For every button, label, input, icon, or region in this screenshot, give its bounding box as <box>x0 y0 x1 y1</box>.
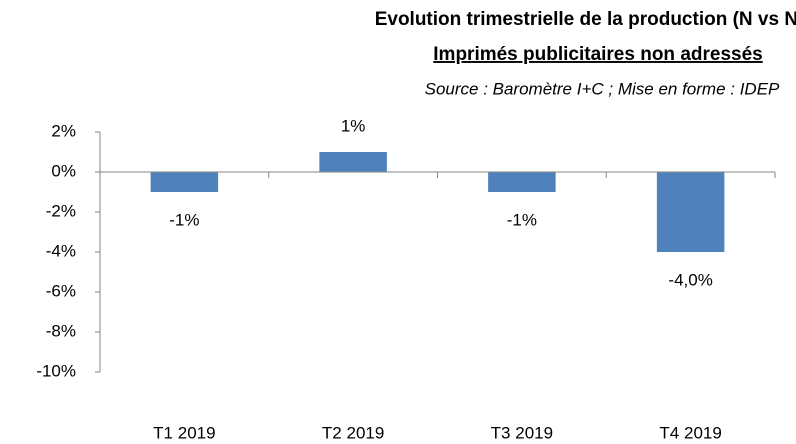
x-tick-label: T2 2019 <box>322 423 384 442</box>
y-tick-label: -8% <box>46 321 76 340</box>
y-tick-label: -4% <box>46 241 76 260</box>
bar <box>319 152 387 172</box>
bar <box>150 172 219 192</box>
data-label: -4,0% <box>668 270 712 289</box>
chart-source: Source : Baromètre I+C ; Mise en forme :… <box>425 79 780 98</box>
y-tick-label: -6% <box>46 281 76 300</box>
data-label: -1% <box>169 210 199 229</box>
y-tick-label: -10% <box>36 361 76 380</box>
data-label: 1% <box>341 116 366 135</box>
data-label: -1% <box>507 210 537 229</box>
bar <box>656 172 725 252</box>
y-tick-label: 0% <box>51 161 76 180</box>
y-tick-label: 2% <box>51 121 76 140</box>
chart-title: Evolution trimestrielle de la production… <box>375 9 796 30</box>
chart-subtitle: Imprimés publicitaires non adressés <box>433 44 762 65</box>
x-tick-label: T4 2019 <box>659 423 721 442</box>
x-tick-label: T1 2019 <box>153 423 215 442</box>
bar <box>488 172 556 192</box>
y-tick-label: -2% <box>46 201 76 220</box>
x-tick-label: T3 2019 <box>491 423 553 442</box>
